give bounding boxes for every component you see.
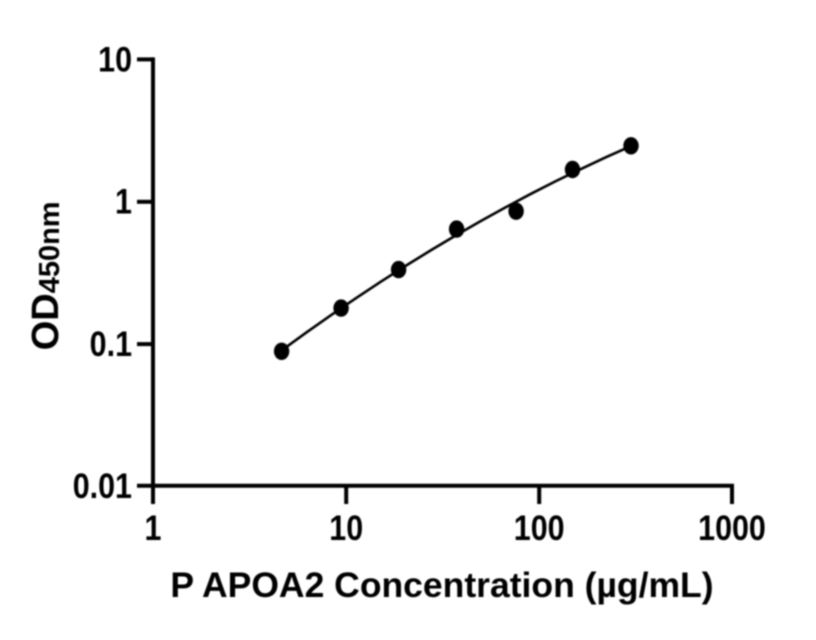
svg-text:OD450nm: OD450nm (25, 201, 67, 350)
svg-text:0.01: 0.01 (73, 466, 132, 505)
svg-text:100: 100 (514, 508, 565, 547)
svg-text:10: 10 (329, 508, 363, 547)
svg-text:1000: 1000 (698, 508, 766, 547)
svg-text:1: 1 (145, 508, 162, 547)
svg-text:P APOA2 Concentration (µg/mL): P APOA2 Concentration (µg/mL) (170, 565, 713, 605)
svg-text:1: 1 (115, 182, 132, 221)
svg-text:10: 10 (98, 39, 132, 78)
svg-text:0.1: 0.1 (90, 324, 132, 363)
